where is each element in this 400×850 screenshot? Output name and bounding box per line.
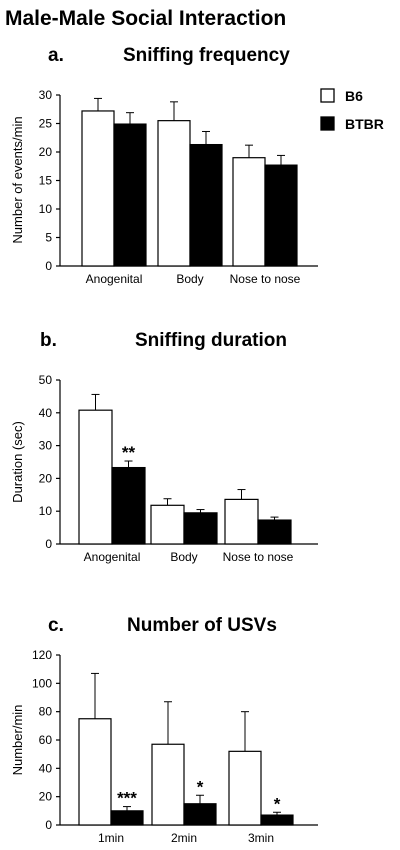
panel-a-bar-btbr [113,123,147,267]
legend-label-b6: B6 [345,88,363,104]
panel-a-ytick-label: 15 [39,174,53,188]
panel-a-bar-b6 [81,110,115,267]
panel-a-ytick-label: 5 [45,231,52,245]
panel-b-bar-b6 [150,504,185,545]
panel-a-ytick-label: 30 [39,88,53,102]
panel-b-bar-btbr [111,466,146,545]
panel-b-letter: b. [40,330,57,351]
panel-b-ytick-label: 0 [45,537,52,551]
panel-a-bar-b6 [232,157,266,267]
panel-b-ylabel: Duration (sec) [10,421,25,503]
panel-a-ylabel: Number of events/min [10,116,25,243]
panel-c-ytick-label: 0 [45,818,52,832]
panel-c-bar-btbr [183,803,217,826]
panel-b-ytick-label: 10 [39,504,53,518]
panel-c-significance: *** [117,789,137,808]
panel-c-ytick-label: 60 [39,733,53,747]
panel-a-letter: a. [48,45,64,66]
legend: B6 BTBR [320,88,384,132]
panel-b-significance: ** [122,443,136,462]
panel-b-xtick-label: Nose to nose [223,550,294,564]
legend-swatch-b6 [320,88,335,103]
panel-a-xtick-label: Anogenital [86,272,143,286]
panel-b-ytick-label: 20 [39,471,53,485]
panel-c: c. Number of USVs Number/min 0 20 40 60 80 10… [10,615,318,845]
panel-c-title: Number of USVs [127,615,277,636]
panel-b-ytick-label: 40 [39,406,53,420]
legend-swatch-btbr [320,116,335,131]
panel-c-bar-b6 [78,718,112,826]
panel-b-bar-btbr [183,512,218,545]
panel-a-ytick-label: 25 [39,117,53,131]
legend-label-btbr: BTBR [345,116,384,132]
panel-a-title: Sniffing frequency [123,45,290,66]
panel-c-bar-b6 [228,750,262,826]
panel-a-ytick-label: 10 [39,202,53,216]
panel-b-ytick-label: 30 [39,439,53,453]
panel-b-title: Sniffing duration [135,330,287,351]
panel-c-ytick-label: 80 [39,705,53,719]
panel-c-xtick-label: 1min [98,831,124,845]
panel-a-bar-btbr [264,164,298,267]
panel-a: a. Sniffing frequency Number of events/m… [10,45,318,286]
panel-c-ylabel: Number/min [10,705,25,776]
panel-b-bar-b6 [224,498,259,545]
panel-c-letter: c. [48,615,64,636]
panel-a-plot: 0 5 10 15 20 25 30 Anogenital Body Nose to nose [39,88,318,286]
panel-c-ytick-label: 100 [32,676,52,690]
panel-b-xtick-label: Body [170,550,197,564]
panel-c-xtick-label: 2min [171,831,197,845]
panel-b-ytick-label: 50 [39,373,53,387]
panel-c-ytick-label: 40 [39,761,53,775]
panel-c-bar-btbr [260,814,294,826]
panel-c-bar-b6 [151,743,185,826]
panel-b-bar-b6 [78,409,113,545]
panel-b-bar-btbr [257,519,292,545]
panel-a-bar-btbr [189,143,223,267]
panel-a-ytick-label: 20 [39,145,53,159]
panel-b-xtick-label: Anogenital [84,550,141,564]
panel-a-ytick-label: 0 [45,259,52,273]
panel-c-plot: 0 20 40 60 80 100 120 *** 1min * 2min * 3min [32,648,318,845]
panel-a-xtick-label: Nose to nose [230,272,301,286]
panel-c-bar-btbr [110,810,144,826]
panel-b: b. Sniffing duration Duration (sec) 0 10 2… [10,330,318,564]
panel-c-ytick-label: 120 [32,648,52,662]
panel-c-xtick-label: 3min [248,831,274,845]
panel-a-xtick-label: Body [176,272,203,286]
panel-c-significance: * [197,777,204,796]
panel-b-plot: 0 10 20 30 40 50 ** Anogenital Body Nose to nose [39,373,318,564]
panel-c-significance: * [274,794,281,813]
panel-c-ytick-label: 20 [39,790,53,804]
figure-title: Male-Male Social Interaction [5,7,286,30]
panel-a-bar-b6 [157,120,191,267]
